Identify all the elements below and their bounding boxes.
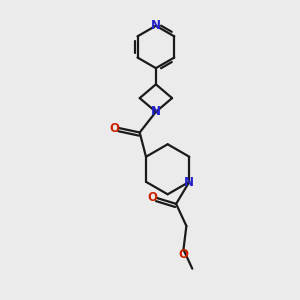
Text: N: N <box>151 19 161 32</box>
Text: N: N <box>151 105 161 119</box>
Text: N: N <box>184 176 194 189</box>
Text: O: O <box>110 122 120 135</box>
Text: O: O <box>178 248 188 261</box>
Text: O: O <box>148 191 158 204</box>
